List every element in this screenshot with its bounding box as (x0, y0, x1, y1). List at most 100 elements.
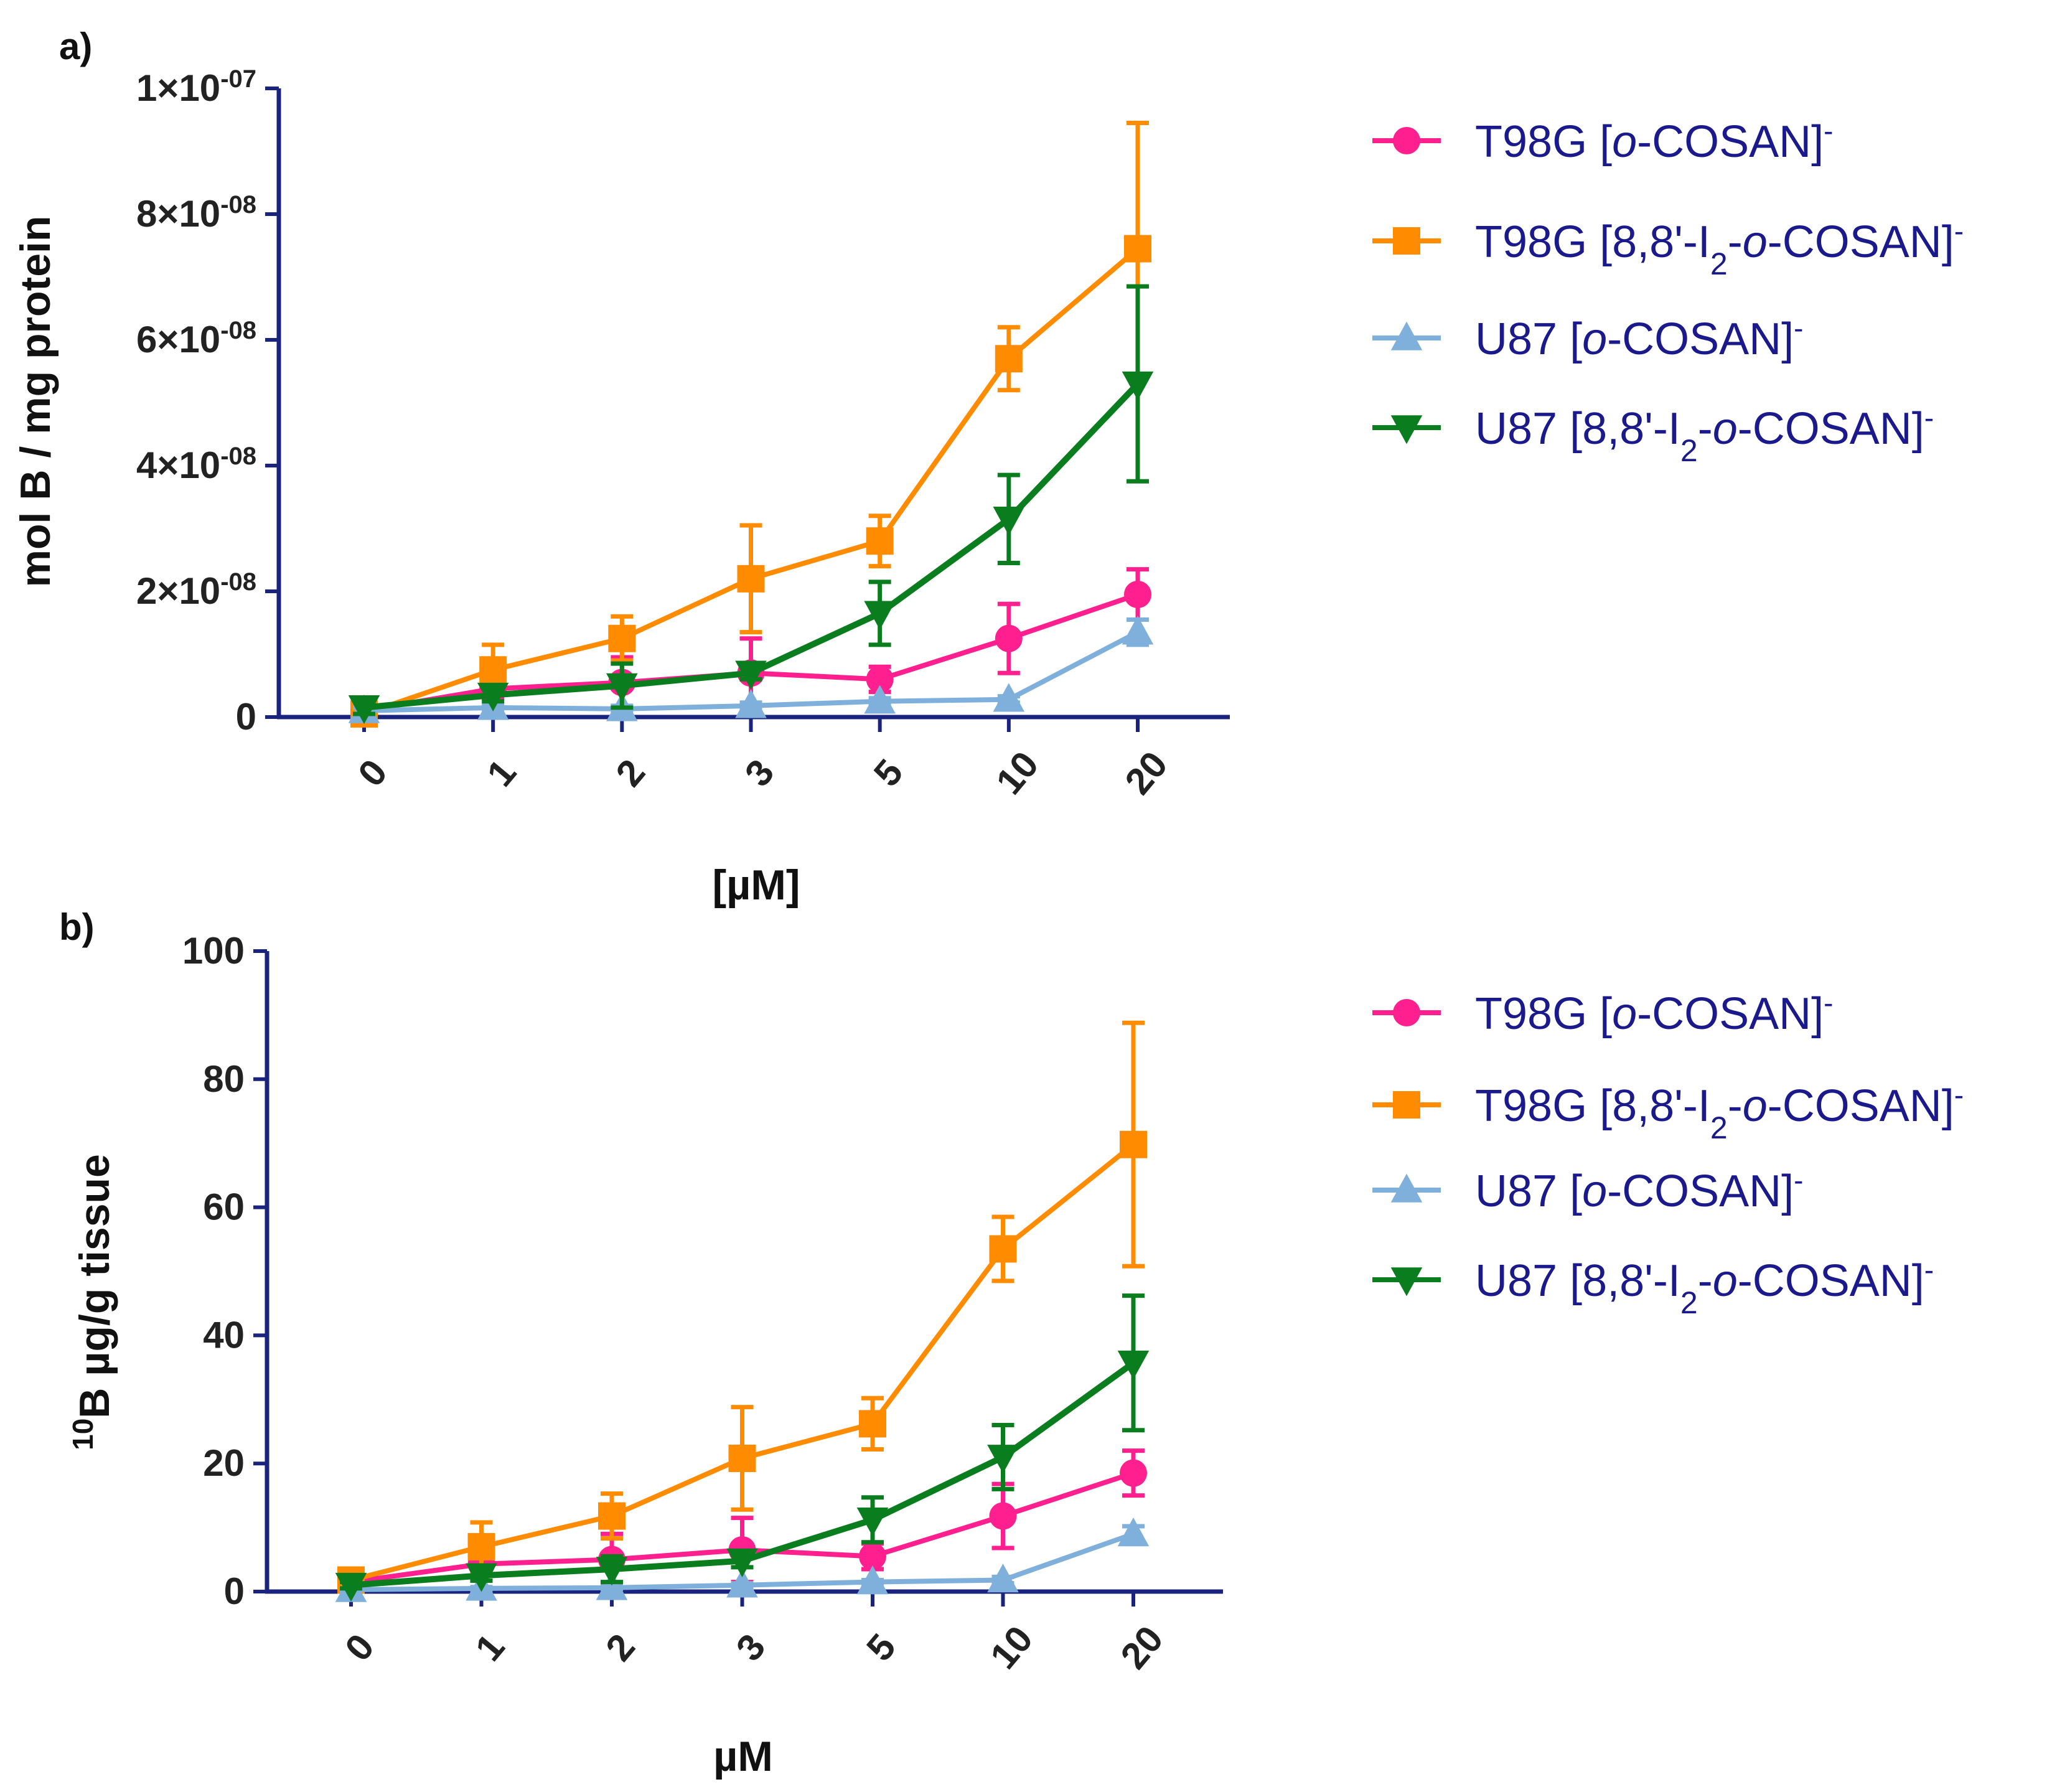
marker-triangle-down (993, 507, 1025, 536)
x-axis-title: µM (713, 1733, 773, 1780)
y-tick-label: 40 (203, 1314, 245, 1356)
marker-circle (995, 624, 1023, 652)
x-tick-label: 20 (1113, 1618, 1171, 1677)
x-axis-title: [µM] (712, 861, 800, 909)
y-tick-label: 6×10-08 (136, 317, 256, 360)
marker-triangle-down (856, 1507, 889, 1537)
legend-item: U87 [8,8'-I2-o-COSAN]- (1372, 1254, 1934, 1320)
legend-item: U87 [8,8'-I2-o-COSAN]- (1372, 401, 1934, 468)
marker-triangle-down (1122, 371, 1154, 401)
marker-triangle-up (735, 689, 767, 718)
marker-triangle-down (466, 1563, 497, 1592)
marker-square (737, 565, 765, 593)
marker-triangle-down (987, 1445, 1019, 1474)
y-tick-label: 100 (182, 930, 245, 972)
marker-circle (1393, 127, 1420, 154)
y-tick-label: 60 (203, 1186, 245, 1228)
marker-square (995, 345, 1023, 373)
marker-square (866, 527, 894, 555)
marker-triangle-down (1117, 1350, 1150, 1380)
y-tick-label: 2×10-08 (136, 568, 256, 612)
x-tick-label: 5 (858, 1626, 904, 1669)
y-tick-label: 80 (203, 1058, 245, 1100)
legend-item: U87 [o-COSAN]- (1372, 312, 1804, 364)
marker-circle (1120, 1459, 1147, 1487)
marker-square (1393, 1091, 1420, 1119)
y-tick-label: 1×10-07 (136, 65, 256, 109)
y-tick-label: 20 (203, 1442, 245, 1484)
legend-label: U87 [o-COSAN]- (1475, 1164, 1804, 1216)
legend-label: T98G [8,8'-I2-o-COSAN]- (1475, 215, 1964, 281)
marker-triangle-down (726, 1548, 758, 1578)
marker-square (467, 1532, 495, 1560)
marker-triangle-up (726, 1569, 758, 1598)
x-tick-label: 1 (479, 751, 524, 794)
panel-label: b) (59, 906, 95, 948)
marker-triangle-down (1390, 1267, 1423, 1297)
marker-triangle-up (864, 685, 896, 714)
marker-triangle-up (987, 1564, 1019, 1593)
x-tick-label: 0 (350, 751, 395, 794)
x-tick-label: 10 (988, 744, 1046, 802)
marker-triangle-up (856, 1565, 889, 1595)
legend-item: T98G [8,8'-I2-o-COSAN]- (1372, 1079, 1964, 1145)
series-3 (335, 1293, 1150, 1602)
y-tick-label: 4×10-08 (136, 443, 256, 486)
marker-triangle-up (1390, 321, 1423, 350)
y-tick-label: 0 (224, 1570, 245, 1612)
legend-item: U87 [o-COSAN]- (1372, 1164, 1804, 1216)
marker-square (989, 1235, 1017, 1263)
chart-b: b) 0 20 40 60 80 100 0 1 2 3 5 10 20 µM 10B µg/g tissue… (59, 906, 1964, 1780)
marker-triangle-down (1390, 415, 1423, 444)
marker-triangle-down (348, 695, 380, 725)
x-tick-label: 5 (866, 751, 911, 794)
x-tick-label: 2 (608, 751, 654, 794)
marker-triangle-down (596, 1557, 628, 1586)
marker-triangle-down (477, 682, 509, 712)
y-axis-title: mol B / mg protein (12, 216, 59, 588)
marker-triangle-up (1122, 616, 1154, 645)
series-3 (348, 284, 1154, 725)
legend-label: T98G [o-COSAN]- (1475, 115, 1833, 167)
marker-square (859, 1410, 886, 1438)
legend-label: U87 [o-COSAN]- (1475, 312, 1804, 364)
legend-label: T98G [o-COSAN]- (1475, 987, 1833, 1039)
marker-square (479, 656, 507, 684)
marker-circle (989, 1502, 1017, 1530)
marker-square (608, 624, 636, 652)
legend-item: T98G [o-COSAN]- (1372, 987, 1833, 1039)
y-axis-title: 10B µg/g tissue (67, 1154, 118, 1450)
marker-triangle-down (735, 660, 767, 690)
marker-triangle-down (606, 673, 638, 702)
marker-square (728, 1444, 756, 1472)
x-tick-label: 3 (737, 751, 782, 794)
chart-a: a) 0 2×10-08 4×10-08 6×10-08 8×10-08 1×10-07 0 1… (12, 26, 1964, 909)
panel-label: a) (59, 26, 92, 67)
x-tick-label: 10 (982, 1618, 1041, 1677)
marker-triangle-up (993, 683, 1025, 712)
legend-label: U87 [8,8'-I2-o-COSAN]- (1475, 401, 1934, 468)
y-tick-label: 8×10-08 (136, 191, 256, 235)
marker-circle (866, 665, 894, 693)
legend-item: T98G [8,8'-I2-o-COSAN]- (1372, 215, 1964, 281)
x-tick-label: 2 (597, 1626, 643, 1669)
legend-item: T98G [o-COSAN]- (1372, 115, 1833, 167)
marker-triangle-up (1390, 1173, 1423, 1203)
marker-triangle-down (864, 601, 896, 630)
marker-square (1120, 1130, 1147, 1158)
marker-circle (859, 1542, 886, 1570)
marker-triangle-up (1117, 1517, 1150, 1547)
legend-label: U87 [8,8'-I2-o-COSAN]- (1475, 1254, 1934, 1320)
x-tick-label: 3 (728, 1626, 774, 1669)
marker-triangle-up (596, 1571, 628, 1600)
legend-label: T98G [8,8'-I2-o-COSAN]- (1475, 1079, 1964, 1145)
marker-square (1393, 227, 1420, 255)
marker-circle (1393, 999, 1420, 1026)
x-tick-label: 1 (467, 1626, 513, 1669)
marker-triangle-down (335, 1572, 367, 1602)
marker-square (598, 1502, 625, 1530)
y-tick-label: 0 (236, 696, 256, 738)
marker-square (1124, 235, 1151, 263)
x-tick-label: 0 (337, 1626, 382, 1669)
